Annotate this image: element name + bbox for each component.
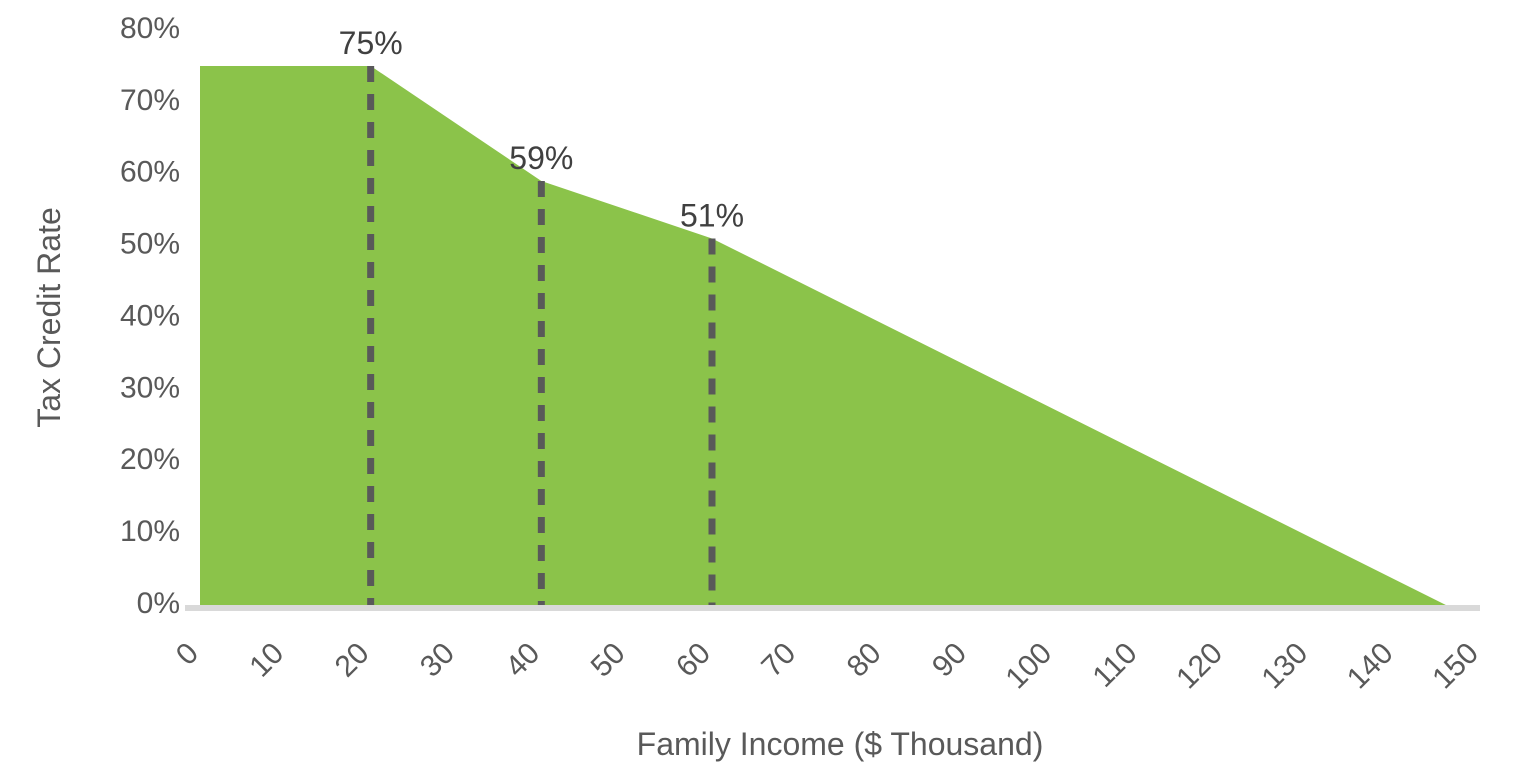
chart-svg: 75% 59% 51% 0% 10% 20% 30% 40% 50% 60% 70% 80% Tax C…: [0, 0, 1524, 775]
y-tick-label: 60%: [120, 156, 180, 189]
y-axis-title: Tax Credit Rate: [31, 207, 67, 428]
reference-label: 59%: [509, 140, 573, 176]
y-tick-label: 50%: [120, 228, 180, 261]
y-tick-label: 20%: [120, 443, 180, 476]
tax-credit-area-chart: 75% 59% 51% 0% 10% 20% 30% 40% 50% 60% 70% 80% Tax C…: [0, 0, 1524, 775]
x-axis-title: Family Income ($ Thousand): [637, 726, 1044, 762]
y-tick-label: 40%: [120, 299, 180, 332]
reference-label: 51%: [680, 197, 744, 233]
y-tick-label: 80%: [120, 12, 180, 45]
y-tick-label: 70%: [120, 84, 180, 117]
reference-label: 75%: [339, 25, 403, 61]
y-tick-label: 30%: [120, 371, 180, 404]
y-tick-label: 0%: [137, 587, 180, 620]
y-tick-label: 10%: [120, 515, 180, 548]
